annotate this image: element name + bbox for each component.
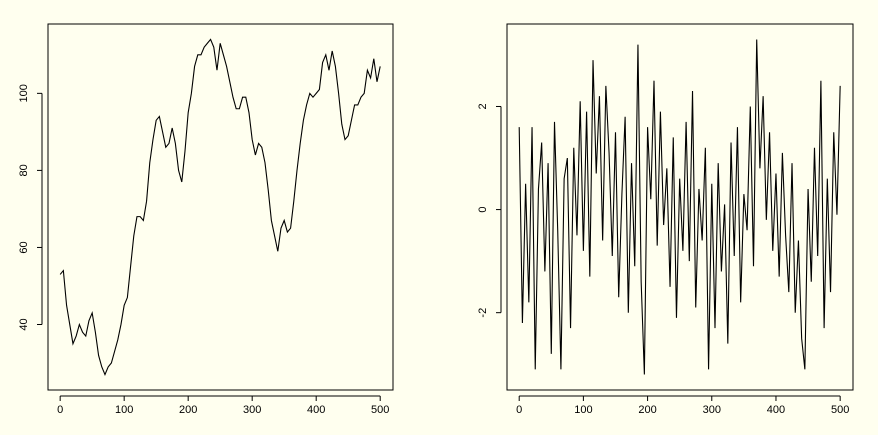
x-tick-label: 0 <box>57 404 63 416</box>
x-tick-label: 100 <box>574 404 592 416</box>
y-tick-label: 40 <box>18 318 30 330</box>
y-tick-label: -2 <box>477 308 489 318</box>
x-tick-label: 400 <box>307 404 325 416</box>
y-tick-label: 100 <box>18 84 30 102</box>
series-line <box>518 39 841 375</box>
x-tick-label: 500 <box>371 404 389 416</box>
x-tick-label: 100 <box>115 404 133 416</box>
x-tick-label: 200 <box>638 404 656 416</box>
x-tick-label: 300 <box>243 404 261 416</box>
y-tick-label: 80 <box>18 164 30 176</box>
y-tick-label: 60 <box>18 241 30 253</box>
plot-box <box>47 23 394 391</box>
y-tick-label: 0 <box>477 207 489 213</box>
x-tick-label: 0 <box>516 404 522 416</box>
plot-box <box>506 23 854 391</box>
x-tick-label: 500 <box>831 404 849 416</box>
x-tick-label: 400 <box>767 404 785 416</box>
y-tick-label: 2 <box>477 103 489 109</box>
x-tick-label: 200 <box>179 404 197 416</box>
x-tick-label: 300 <box>703 404 721 416</box>
series-line <box>59 38 381 377</box>
